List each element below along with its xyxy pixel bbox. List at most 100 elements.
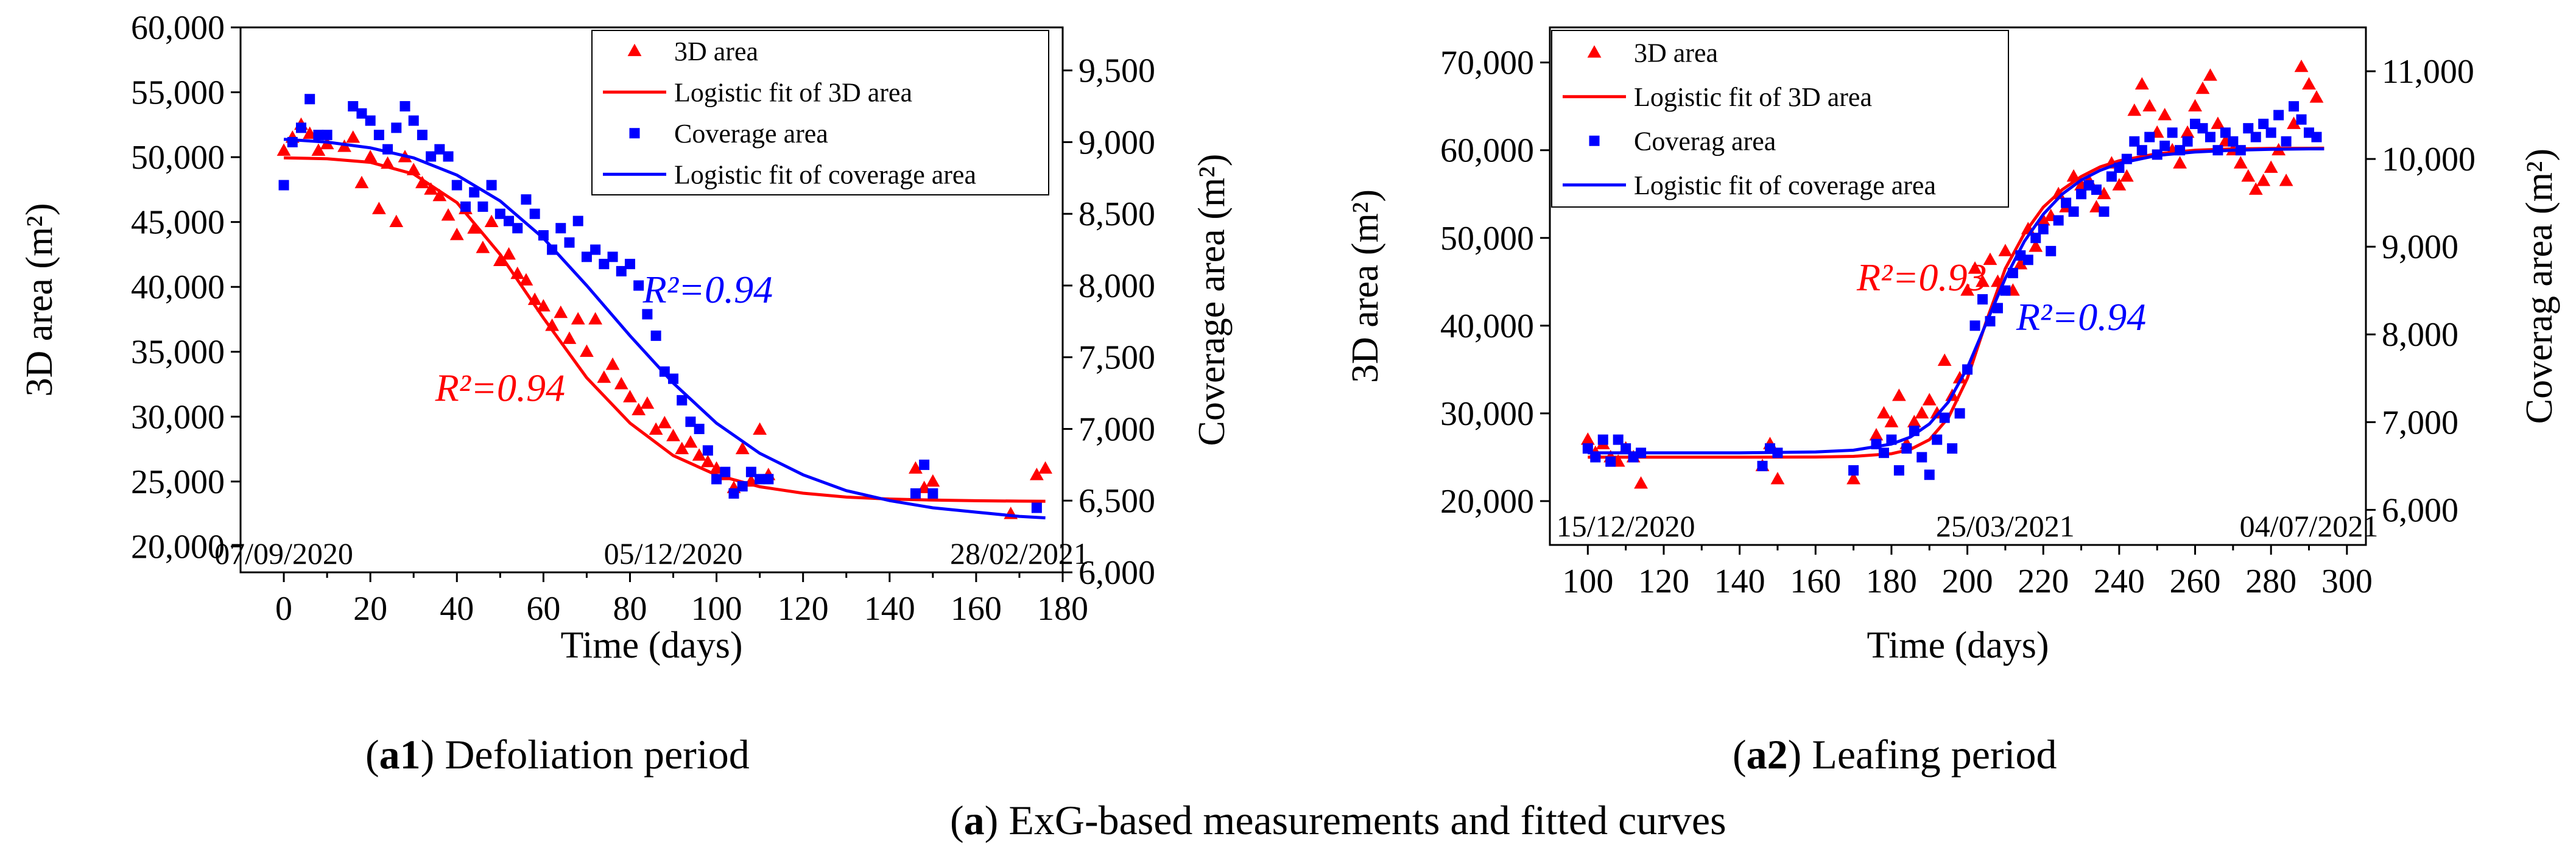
a2-legend-label: Logistic fit of 3D area xyxy=(1634,82,1872,112)
a2-point-3d xyxy=(2302,77,2316,90)
main-caption: (a) ExG-based measurements and fitted cu… xyxy=(950,796,1726,845)
a2-point-coverage xyxy=(2251,132,2261,142)
a2-y-left-tick-label: 40,000 xyxy=(1440,307,1534,345)
a2-point-3d xyxy=(2127,104,2141,116)
a2-point-3d xyxy=(1915,406,1929,418)
a2-point-coverage xyxy=(1879,448,1889,458)
a2-point-coverage xyxy=(1932,435,1942,445)
a2-y-right-tick-label: 10,000 xyxy=(2382,141,2476,178)
a2-y-right-tick-label: 11,000 xyxy=(2382,53,2474,91)
a2-point-coverage xyxy=(2144,132,2155,142)
caption-a1: (a1) Defoliation period xyxy=(365,731,750,779)
a2-point-coverage xyxy=(2069,206,2079,217)
a2-x-axis-label: Time (days) xyxy=(1867,625,2049,666)
a2-x-tick-label: 260 xyxy=(2170,563,2221,600)
a2-x-tick-label: 200 xyxy=(1942,563,1993,600)
a2-y-left-tick-label: 60,000 xyxy=(1440,132,1534,170)
a2-point-coverage xyxy=(2205,132,2215,142)
a2-y-left-tick-label: 30,000 xyxy=(1440,395,1534,433)
a2-r2-annotation: R²=0.94 xyxy=(2016,295,2146,339)
a2-point-3d xyxy=(2203,68,2217,80)
a2-date-annotation: 25/03/2021 xyxy=(1936,509,2075,543)
a2-point-coverage xyxy=(2289,101,2299,111)
a2-r2-annotation: R²=0.93 xyxy=(1856,256,1987,299)
a2-point-coverage xyxy=(2183,136,2193,147)
a2-point-coverage xyxy=(1598,435,1608,445)
a2-x-tick-label: 240 xyxy=(2094,563,2145,600)
a2-y-right-axis-label: Coverag area (m²) xyxy=(2519,149,2560,424)
a2-point-3d xyxy=(2279,174,2293,186)
a2-point-3d xyxy=(1999,244,2013,256)
a2-x-tick-label: 280 xyxy=(2245,563,2296,600)
caption-a2: (a2) Leafing period xyxy=(1733,731,2057,779)
a2-point-3d xyxy=(2142,99,2156,111)
a2-y-left-tick-label: 20,000 xyxy=(1440,483,1534,521)
a2-y-left-tick-label: 70,000 xyxy=(1440,44,1534,82)
a2-point-coverage xyxy=(1758,461,1768,471)
a2-point-3d xyxy=(1892,388,1906,401)
a2-point-3d xyxy=(2234,156,2248,168)
a2-date-annotation: 15/12/2020 xyxy=(1557,509,1695,543)
a2-point-3d xyxy=(1771,472,1785,484)
a2-point-3d xyxy=(2173,156,2187,168)
a2-point-3d xyxy=(2196,82,2210,94)
a2-point-coverage xyxy=(2099,206,2109,217)
a2-y-left-tick-label: 50,000 xyxy=(1440,220,1534,258)
a2-point-coverage xyxy=(1894,465,1904,476)
a2-point-coverage xyxy=(2046,246,2056,256)
a2-point-coverage xyxy=(2296,114,2307,125)
a2-point-coverage xyxy=(2167,127,2178,138)
a2-point-coverage xyxy=(2038,224,2049,234)
a2-point-3d xyxy=(1877,406,1891,418)
a2-point-coverage xyxy=(1901,443,1912,454)
a2-point-3d xyxy=(2135,77,2149,90)
a2-y-right-tick-label: 6,000 xyxy=(2382,491,2458,529)
a2-point-coverage xyxy=(1924,469,1935,480)
a2-point-coverage xyxy=(2053,215,2064,225)
a2-point-coverage xyxy=(2091,184,2102,195)
a2-point-coverage xyxy=(2311,132,2321,142)
a2-x-tick-label: 140 xyxy=(1714,563,1765,600)
a2-point-coverage xyxy=(2273,110,2284,121)
a2-point-3d xyxy=(2158,108,2172,120)
a2-x-tick-label: 100 xyxy=(1562,563,1613,600)
a2-point-coverage xyxy=(1955,408,1965,418)
a2-point-3d xyxy=(2211,116,2225,128)
a2-x-tick-label: 120 xyxy=(1638,563,1689,600)
a2-point-coverage xyxy=(1848,465,1859,476)
a2-y-left-axis-label: 3D area (m²) xyxy=(1345,189,1386,383)
a2-x-tick-label: 220 xyxy=(2018,563,2069,600)
a2-point-3d xyxy=(2256,174,2270,186)
a2-legend-label: 3D area xyxy=(1634,38,1718,68)
a2-point-3d xyxy=(1938,353,1952,365)
a2-x-tick-label: 300 xyxy=(2321,563,2373,600)
a2-legend-label: Coverag area xyxy=(1634,126,1776,156)
a2-point-coverage xyxy=(1605,457,1616,467)
a2-x-tick-label: 160 xyxy=(1790,563,1841,600)
a2-y-right-tick-label: 9,000 xyxy=(2382,228,2458,266)
a2-x-tick-label: 180 xyxy=(1866,563,1917,600)
a2-point-coverage xyxy=(1940,413,1950,423)
a2-legend-label: Logistic fit of coverage area xyxy=(1634,170,1936,200)
a2-point-3d xyxy=(2241,169,2255,181)
a2-point-3d xyxy=(1634,476,1648,488)
a2-point-3d xyxy=(1581,432,1595,444)
a2-date-annotation: 04/07/2021 xyxy=(2240,509,2379,543)
a2-point-3d xyxy=(2310,90,2324,102)
a2-y-right-tick-label: 7,000 xyxy=(2382,404,2458,441)
a2-point-coverage xyxy=(2023,255,2033,265)
a2-point-coverage xyxy=(2266,127,2276,138)
a2-point-coverage xyxy=(2159,141,2170,151)
a2-point-3d xyxy=(1923,393,1937,405)
a2-point-coverage xyxy=(2281,136,2292,147)
a2-point-3d xyxy=(1870,428,1884,440)
a2-legend-square-symbol xyxy=(1589,136,1600,146)
a2-point-3d xyxy=(2264,161,2278,173)
a2-point-3d xyxy=(2188,99,2202,111)
a2-point-3d xyxy=(2295,60,2309,72)
a2-point-coverage xyxy=(2137,145,2147,155)
a2-y-right-tick-label: 8,000 xyxy=(2382,316,2458,354)
a2-point-coverage xyxy=(1947,443,1957,454)
a2-point-coverage xyxy=(1916,452,1927,462)
a2-point-coverage xyxy=(1970,320,1980,331)
